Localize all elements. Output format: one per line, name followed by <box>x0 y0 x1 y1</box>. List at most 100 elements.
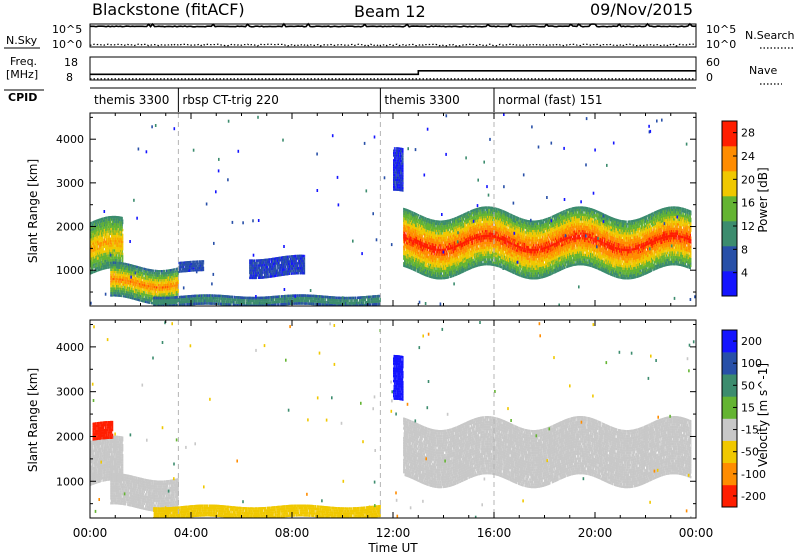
heatmap-cell <box>104 238 106 241</box>
heatmap-cell <box>227 297 228 301</box>
heatmap-cell <box>148 278 150 281</box>
heatmap-cell <box>337 304 339 306</box>
heatmap-cell <box>162 269 164 273</box>
heatmap-cell <box>338 296 340 300</box>
heatmap-cell <box>195 294 197 298</box>
heatmap-cell <box>147 298 149 302</box>
heatmap-cell <box>109 216 111 219</box>
heatmap-cell <box>272 298 273 302</box>
heatmap-cell <box>120 276 122 279</box>
heatmap-cell <box>217 297 219 300</box>
heatmap-cell <box>94 234 96 238</box>
heatmap-cell <box>237 301 239 304</box>
heatmap-cell <box>162 290 164 294</box>
heatmap-cell <box>136 265 138 269</box>
heatmap-cell <box>110 275 112 278</box>
heatmap-cell <box>114 289 116 292</box>
heatmap-cell <box>263 299 265 302</box>
heatmap-cell <box>168 269 170 272</box>
heatmap-cell <box>93 244 95 247</box>
heatmap-cell <box>296 302 298 305</box>
heatmap-cell <box>213 297 215 300</box>
heatmap-cell <box>278 297 280 301</box>
heatmap-cell <box>199 302 201 305</box>
heatmap-cell <box>268 298 270 302</box>
heatmap-cell <box>131 278 133 281</box>
heatmap-cell <box>118 278 120 281</box>
heatmap-cell <box>118 235 120 238</box>
heatmap-cell <box>239 298 241 302</box>
heatmap-cell <box>138 298 140 302</box>
heatmap-cell <box>171 282 173 286</box>
heatmap-cell <box>163 290 165 294</box>
heatmap-cell <box>106 264 108 267</box>
heatmap-cell <box>159 293 161 296</box>
heatmap-cell <box>176 277 178 280</box>
heatmap-cell <box>351 299 352 302</box>
cpid-segment-label: themis 3300 <box>384 93 459 107</box>
heatmap-cell <box>295 299 297 303</box>
heatmap-cell <box>92 256 94 260</box>
heatmap-cell <box>112 227 114 231</box>
heatmap-cell <box>238 304 240 306</box>
heatmap-cell <box>107 249 109 253</box>
heatmap-cell <box>272 301 273 304</box>
heatmap-cell <box>227 295 228 298</box>
heatmap-cell <box>120 264 122 267</box>
heatmap-cell <box>244 304 245 306</box>
heatmap-cell <box>256 302 258 305</box>
heatmap-cell <box>118 249 120 252</box>
heatmap-cell <box>121 285 123 288</box>
heatmap-cell <box>123 274 124 277</box>
heatmap-cell <box>344 304 346 306</box>
heatmap-cell <box>172 304 174 306</box>
heatmap-cell <box>112 230 114 233</box>
heatmap-cell <box>260 299 262 302</box>
nsky-top-tick: 10^5 <box>52 23 82 36</box>
heatmap-cell <box>335 304 337 306</box>
heatmap-cell <box>231 300 233 304</box>
heatmap-cell <box>169 280 171 284</box>
heatmap-cell <box>121 252 122 255</box>
heatmap-cell <box>143 272 145 275</box>
heatmap-cell <box>137 282 139 285</box>
heatmap-cell <box>168 304 170 306</box>
heatmap-cell <box>157 290 159 294</box>
heatmap-cell <box>119 276 121 279</box>
heatmap-cell <box>297 299 299 303</box>
heatmap-cell <box>191 300 193 303</box>
heatmap-cell <box>114 266 116 269</box>
heatmap-cell <box>130 285 132 288</box>
heatmap-cell <box>119 216 121 219</box>
heatmap-cell <box>104 219 106 222</box>
heatmap-cell <box>112 232 114 235</box>
heatmap-cell <box>116 273 118 276</box>
heatmap-cell <box>166 276 168 279</box>
heatmap-cell <box>100 268 101 271</box>
heatmap-cell <box>115 266 117 269</box>
heatmap-cell <box>157 279 159 282</box>
heatmap-cell <box>110 292 112 295</box>
heatmap-cell <box>146 289 148 292</box>
heatmap-cell <box>201 302 203 305</box>
heatmap-cell <box>116 216 118 219</box>
heatmap-cell <box>112 242 114 245</box>
heatmap-cell <box>107 242 109 245</box>
heatmap-cell <box>267 298 269 302</box>
heatmap-cell <box>304 299 306 303</box>
heatmap-cell <box>103 253 105 256</box>
heatmap-cell <box>114 258 116 262</box>
heatmap-cell <box>149 278 151 281</box>
heatmap-cell <box>182 295 184 299</box>
heatmap-cell <box>97 233 99 236</box>
heatmap-cell <box>116 218 118 221</box>
heatmap-cell <box>125 262 127 266</box>
heatmap-cell <box>100 220 101 223</box>
heatmap-cell <box>277 303 279 306</box>
nsearch-label: N.Search <box>745 29 795 42</box>
heatmap-cell <box>119 235 121 238</box>
heatmap-cell <box>104 257 106 260</box>
heatmap-cell <box>272 303 273 306</box>
heatmap-cell <box>128 279 129 283</box>
nsearch-top-tick: 10^5 <box>706 23 736 36</box>
